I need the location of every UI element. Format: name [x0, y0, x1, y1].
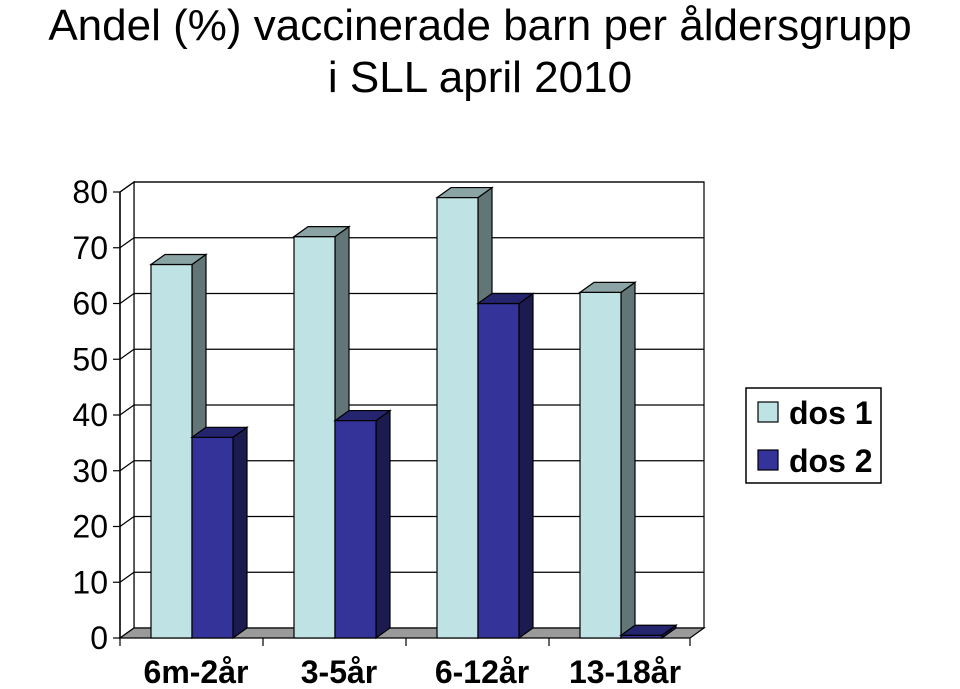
gridline — [119, 181, 704, 193]
legend: dos 1 dos 2 — [745, 387, 882, 484]
bar-dos-2-3 — [476, 292, 535, 640]
x-tick-label: 6m-2år — [144, 654, 249, 689]
bar-front — [150, 263, 193, 639]
bar-top — [149, 253, 208, 266]
bar-side — [375, 409, 391, 640]
legend-swatch — [757, 449, 779, 471]
bar-side — [518, 292, 534, 640]
bar-dos-2-1 — [190, 426, 249, 640]
bar-top — [333, 409, 392, 422]
y-tick-label: 10 — [72, 564, 108, 600]
bar-side — [620, 281, 636, 640]
bar-top — [619, 624, 678, 636]
bar-top — [435, 186, 494, 199]
y-tick-label: 50 — [72, 341, 108, 377]
x-axis-labels: 6m-2år 3-5år 6-12år 13-18år — [144, 654, 682, 689]
bar-front — [477, 302, 520, 639]
y-tick-label: 0 — [90, 620, 108, 656]
bar-front — [191, 436, 234, 639]
bar-top — [578, 281, 637, 293]
bar-dos-2-4 — [619, 624, 678, 640]
gridline — [119, 237, 704, 249]
bar-side — [232, 426, 248, 640]
bar-front — [579, 291, 622, 639]
bar-front — [293, 236, 336, 639]
legend-label: dos 1 — [789, 395, 873, 431]
y-tick-label: 20 — [72, 509, 108, 545]
bar-dos-1-4 — [578, 281, 637, 640]
bar-front — [436, 196, 479, 639]
bar-top — [292, 226, 351, 238]
bar-front — [334, 419, 377, 639]
x-tick-label: 6-12år — [435, 654, 529, 689]
x-tick-label: 13-18år — [569, 654, 681, 689]
chart-title-line1: Andel (%) vaccinerade barn per åldersgru… — [48, 1, 912, 50]
x-tick-label: 3-5år — [301, 654, 378, 689]
y-tick-label: 40 — [72, 397, 108, 433]
chart-title-line2: i SLL april 2010 — [327, 53, 633, 102]
legend-label: dos 2 — [789, 443, 873, 479]
bar-dos-2-2 — [333, 409, 392, 640]
bar-top — [476, 292, 535, 305]
y-tick-label: 60 — [72, 286, 108, 322]
y-tick-label: 30 — [72, 453, 108, 489]
y-tick-label: 80 — [72, 174, 108, 210]
legend-swatch — [757, 401, 779, 423]
bar-top — [190, 426, 249, 438]
y-tick-label: 70 — [72, 230, 108, 266]
chart-title: Andel (%) vaccinerade barn per åldersgru… — [0, 0, 960, 104]
bars — [149, 186, 678, 640]
y-axis: 0 10 20 30 40 50 60 70 80 — [72, 174, 121, 656]
